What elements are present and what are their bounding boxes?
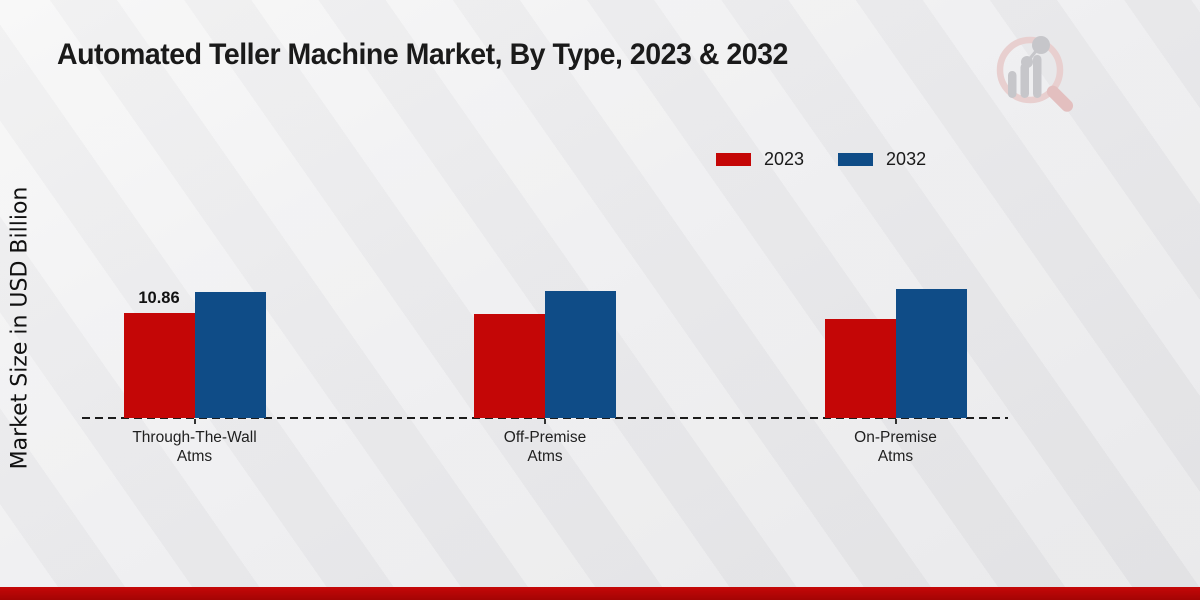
x-axis-tick [193, 419, 196, 424]
legend-label: 2032 [886, 149, 927, 169]
x-axis-baseline [82, 417, 1008, 419]
chart-title: Automated Teller Machine Market, By Type… [57, 38, 788, 71]
bar-2032-1 [545, 291, 616, 418]
bar-2032-0 [194, 292, 266, 418]
x-axis-tick [894, 419, 897, 424]
footer-accent-strip [0, 587, 1200, 600]
category-label: On-Premise Atms [854, 429, 937, 465]
market-research-logo-icon [996, 36, 1074, 112]
bar-2023-1 [474, 314, 545, 418]
x-axis-tick [544, 419, 546, 424]
category-label: Off-Premise Atms [503, 429, 587, 465]
bar-value-label: 10.86 [138, 289, 180, 307]
legend-label: 2023 [764, 149, 805, 169]
legend-entry-2032: 2032 [838, 149, 926, 170]
category-label: Through-The-Wall Atms [132, 429, 257, 465]
legend-swatch-2023 [716, 153, 751, 166]
legend-entry-2023: 2023 [716, 149, 804, 170]
bar-2023-0 [123, 313, 195, 418]
bar-2023-2 [824, 319, 896, 418]
bar-2032-2 [895, 289, 967, 418]
legend-swatch-2032 [838, 153, 874, 166]
legend: 2023 2032 [716, 149, 926, 170]
